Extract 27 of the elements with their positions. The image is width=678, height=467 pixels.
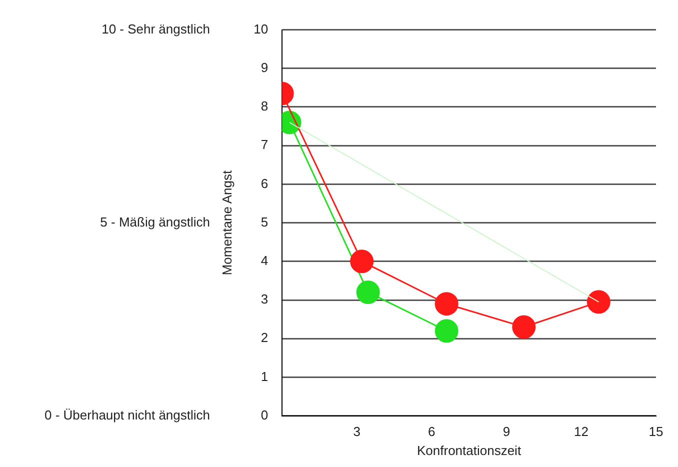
point: [434, 292, 458, 316]
x-tick-label: 6: [428, 424, 436, 440]
point: [350, 250, 374, 274]
point: [434, 319, 458, 343]
x-tick-label: 9: [502, 424, 510, 440]
y2-tick-label: 0 - Überhaupt nicht ängstlich: [44, 407, 210, 422]
y-tick-label: 2: [260, 330, 268, 346]
y-tick-label: 7: [260, 137, 268, 152]
y-tick-label: 8: [260, 98, 268, 114]
y-tick-label: 9: [260, 60, 268, 75]
x-axis-title: Konfrontationszeit: [416, 442, 522, 458]
y-tick-label: 5: [260, 214, 268, 230]
point: [356, 280, 380, 304]
x-tick-label: 3: [353, 424, 360, 440]
y-tick-label: 6: [260, 176, 268, 191]
x-tick-label: 12: [574, 424, 588, 440]
y-tick-label: 0: [260, 407, 268, 422]
y-tick-label: 4: [260, 252, 268, 268]
y-tick-label: 1: [260, 368, 268, 384]
y-tick-label: 10: [254, 21, 268, 36]
point: [586, 290, 610, 314]
point: [512, 315, 536, 339]
x-tick-label: 15: [648, 424, 664, 440]
y2-tick-label: 10 - Sehr ängstlich: [102, 21, 210, 36]
y-tick-label: 3: [260, 292, 268, 307]
y2-tick-label: 5 - Mäßig ängstlich: [100, 214, 210, 230]
y-axis-title: Momentane Angst: [219, 170, 234, 276]
